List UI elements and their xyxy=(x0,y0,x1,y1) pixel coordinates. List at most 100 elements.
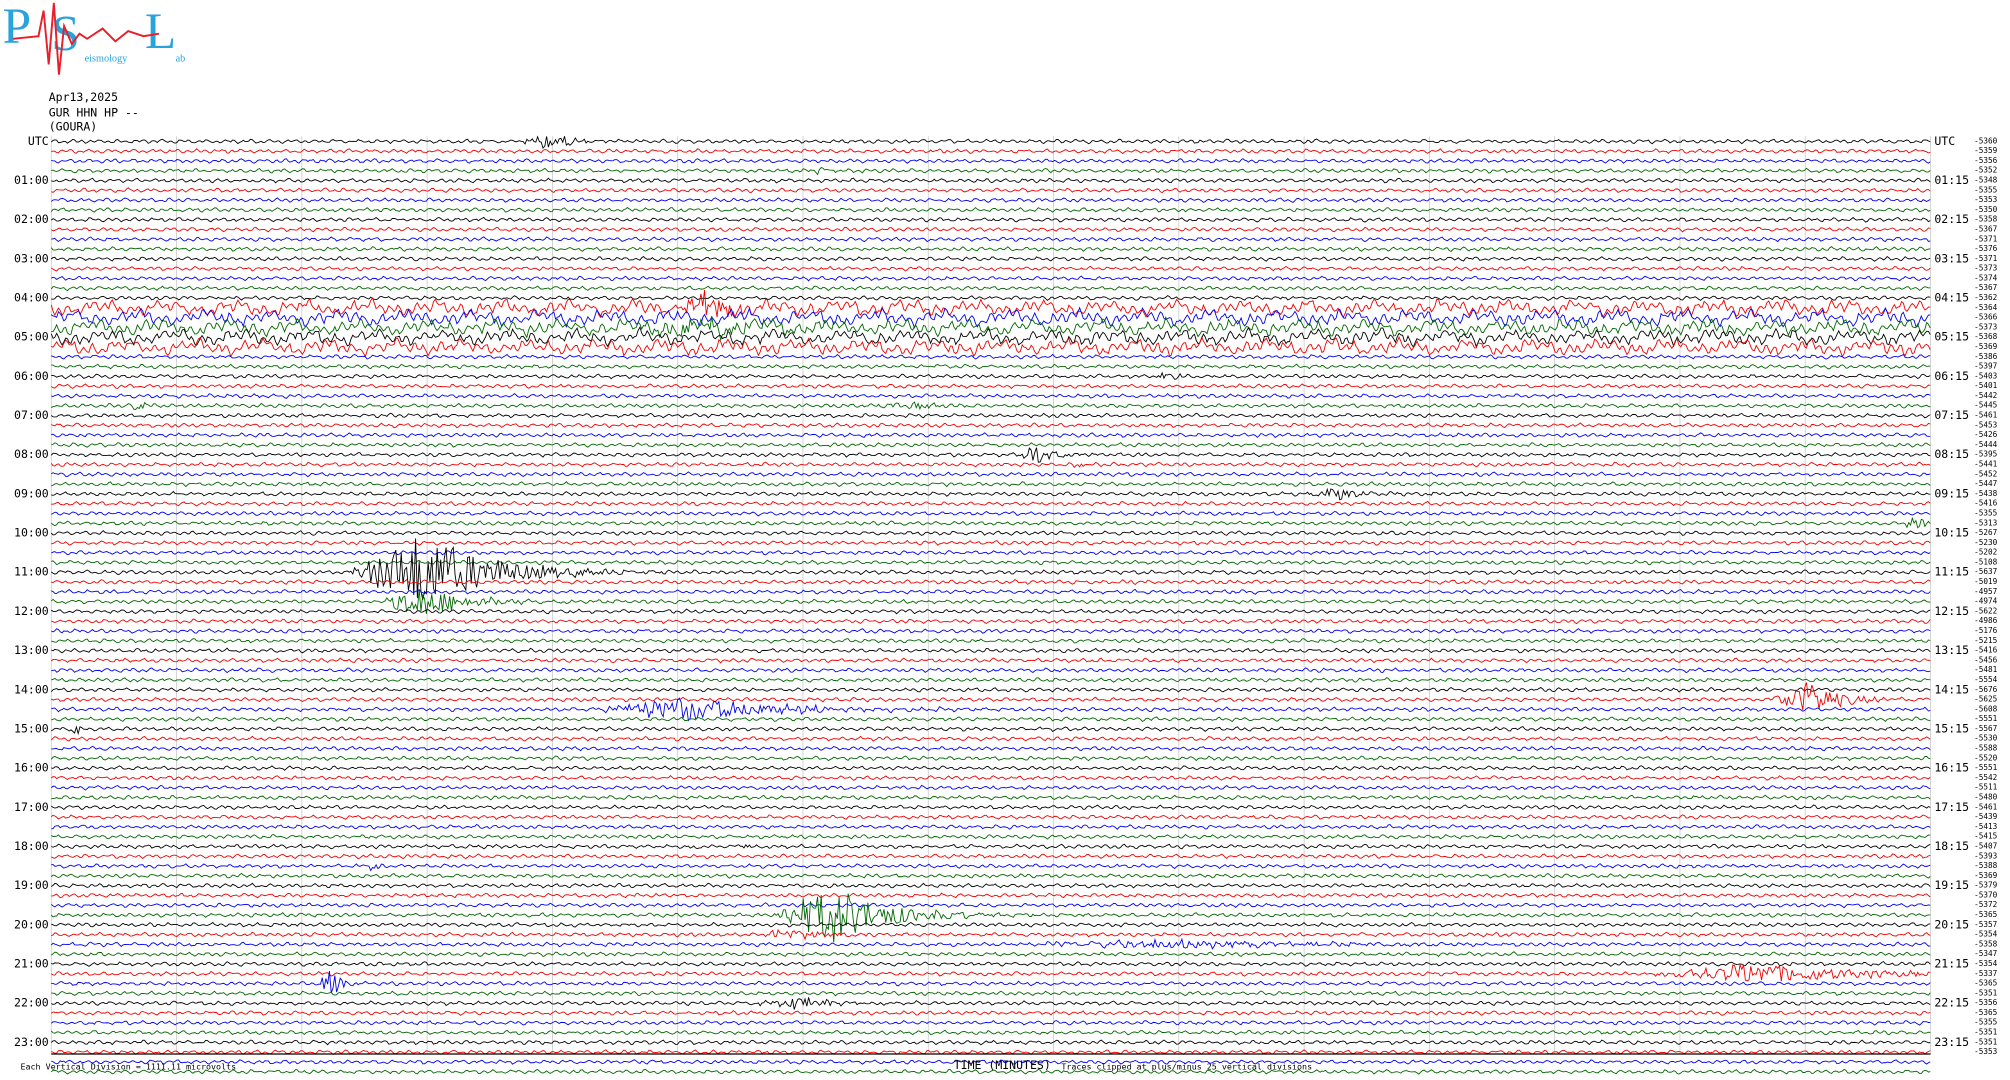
trace-offset: -5444 xyxy=(1974,440,1998,449)
trace-offset: -5511 xyxy=(1974,783,1998,792)
trace xyxy=(51,539,1931,546)
trace xyxy=(50,814,1931,821)
trace xyxy=(51,392,1931,399)
trace-offset: -5354 xyxy=(1974,959,1998,968)
left-time-label: 06:00 xyxy=(14,369,49,383)
right-time-label: 07:15 xyxy=(1934,408,1969,422)
trace-offset: -5415 xyxy=(1974,832,1998,841)
trace-offset: -5348 xyxy=(1974,176,1998,185)
right-time-label: 17:15 xyxy=(1934,800,1969,814)
trace-offset: -5453 xyxy=(1974,420,1998,429)
right-time-label: 15:15 xyxy=(1934,721,1969,735)
trace-offset: -4974 xyxy=(1974,597,1998,606)
trace xyxy=(51,1009,1931,1016)
trace xyxy=(51,1049,1931,1056)
trace xyxy=(51,441,1931,448)
logo-word: eismology xyxy=(85,54,129,65)
trace-offset: -5403 xyxy=(1974,371,1998,380)
x-axis-title: TIME (MINUTES) xyxy=(954,1058,1051,1072)
left-time-label: 05:00 xyxy=(14,330,49,344)
trace-offset: -5367 xyxy=(1974,283,1998,292)
right-time-label: 21:15 xyxy=(1934,956,1969,970)
trace xyxy=(51,158,1931,164)
trace xyxy=(50,657,1931,664)
trace xyxy=(51,295,1931,301)
trace xyxy=(51,588,1931,595)
trace-offset: -5442 xyxy=(1974,391,1997,400)
trace xyxy=(50,289,1931,319)
logo-word: ab xyxy=(176,54,186,65)
trace-offset: -5407 xyxy=(1974,841,1998,850)
trace-offset: -5376 xyxy=(1974,244,1998,253)
right-time-label: 23:15 xyxy=(1934,1035,1969,1049)
trace xyxy=(51,481,1931,488)
trace xyxy=(51,353,1931,360)
trace-offset: -5215 xyxy=(1974,636,1998,645)
right-time-label: 06:15 xyxy=(1934,369,1969,383)
trace-offset: -5357 xyxy=(1974,920,1998,929)
trace xyxy=(51,628,1931,634)
trace-offset: -5461 xyxy=(1974,411,1998,420)
right-time-label: 19:15 xyxy=(1934,878,1969,892)
left-time-label: 14:00 xyxy=(14,682,49,696)
trace xyxy=(50,872,1931,879)
right-time-label: 02:15 xyxy=(1934,212,1969,226)
trace xyxy=(51,432,1931,439)
trace-offset: -5355 xyxy=(1974,508,1998,517)
right-time-label: 12:15 xyxy=(1934,604,1969,618)
right-time-label: 04:15 xyxy=(1934,291,1969,305)
trace-offset: -5622 xyxy=(1974,606,1997,615)
trace-offset: -5379 xyxy=(1974,881,1998,890)
trace xyxy=(51,471,1931,478)
trace-offset: -5364 xyxy=(1974,303,1998,312)
trace xyxy=(50,937,1931,950)
trace-offset: -5388 xyxy=(1974,861,1998,870)
right-time-label: 09:15 xyxy=(1934,486,1969,500)
trace-offset: -5373 xyxy=(1974,264,1998,273)
trace xyxy=(50,774,1931,781)
trace-offset: -5530 xyxy=(1974,734,1998,743)
trace xyxy=(51,335,1931,358)
trace xyxy=(51,961,1931,967)
trace-offset: -5441 xyxy=(1974,460,1998,469)
trace xyxy=(50,589,1931,615)
right-time-label: 10:15 xyxy=(1934,526,1969,540)
trace xyxy=(51,422,1931,429)
trace xyxy=(51,951,1931,958)
left-time-label: 02:00 xyxy=(14,212,49,226)
trace xyxy=(51,315,1931,342)
trace xyxy=(51,990,1931,997)
trace xyxy=(51,863,1931,872)
left-time-label: 10:00 xyxy=(14,526,49,540)
trace xyxy=(51,833,1931,840)
left-time-label: 18:00 xyxy=(14,839,49,853)
trace-offset: -5358 xyxy=(1974,939,1998,948)
trace-offset: -5108 xyxy=(1974,557,1998,566)
footer-scale: Each Vertical Division = 1111.11 microvo… xyxy=(21,1061,237,1071)
trace-offset: -5365 xyxy=(1974,979,1998,988)
trace-offset: -5416 xyxy=(1974,499,1998,508)
trace xyxy=(50,686,1931,693)
trace-offset: -5676 xyxy=(1974,685,1998,694)
trace xyxy=(51,725,1931,736)
trace xyxy=(51,226,1931,233)
trace xyxy=(51,928,1931,941)
trace xyxy=(51,667,1931,674)
trace xyxy=(51,549,1931,556)
left-time-label: 12:00 xyxy=(14,604,49,618)
trace-offset: -5369 xyxy=(1974,871,1998,880)
left-time-label: 13:00 xyxy=(14,643,49,657)
trace xyxy=(50,461,1931,469)
left-time-label: 19:00 xyxy=(14,878,49,892)
trace-offset: -5367 xyxy=(1974,224,1998,233)
trace xyxy=(51,921,1931,928)
trace-offset: -5416 xyxy=(1974,646,1998,655)
trace-offset: -5374 xyxy=(1974,273,1998,282)
trace-offset: -5551 xyxy=(1974,714,1998,723)
trace-offset: -5369 xyxy=(1974,342,1998,351)
trace-offset: -5358 xyxy=(1974,215,1998,224)
trace xyxy=(51,824,1931,830)
trace-offset: -5267 xyxy=(1974,528,1998,537)
right-time-label: 05:15 xyxy=(1934,330,1969,344)
